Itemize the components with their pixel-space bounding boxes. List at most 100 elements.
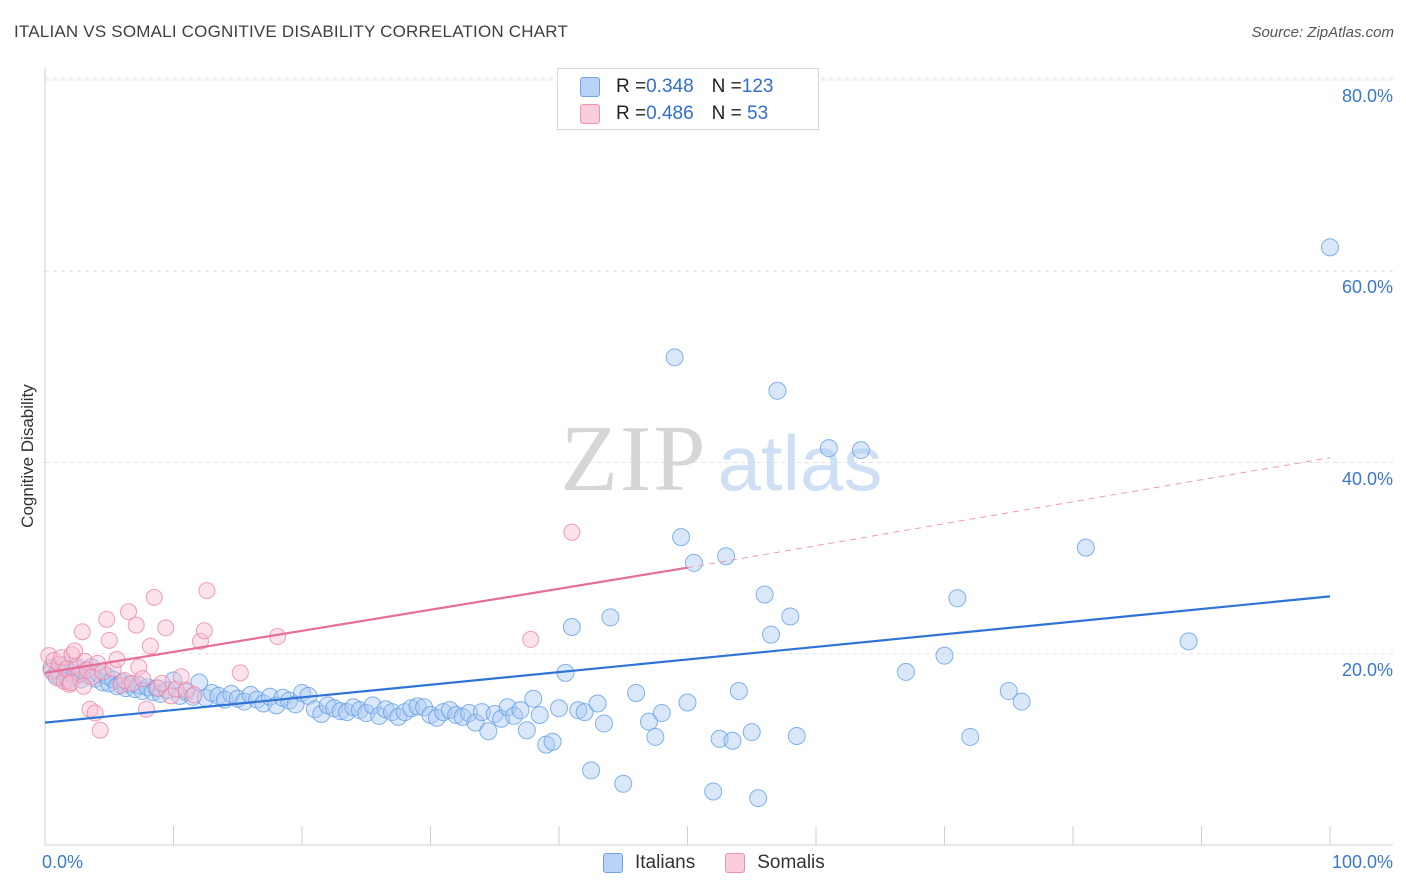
somali-point [84,668,102,686]
italian-point [652,704,671,723]
scatter-points [40,238,1339,808]
italian-point [601,608,620,627]
legend-row-italians: R = 0.348 N = 123 [580,74,773,100]
x-tick-label-max: 100.0% [1331,852,1393,872]
italian-point [851,441,870,460]
italian-point [582,761,601,780]
legend-label-somalis: Somalis [757,852,825,873]
italian-point [646,727,665,746]
italian-point [517,721,536,740]
italian-point [704,782,723,801]
watermark-zip: ZIP [561,407,708,511]
legend-r-label: R = [616,103,647,124]
somali-point [195,622,213,640]
axes [44,68,1393,846]
legend-item-italians[interactable]: Italians [603,852,695,874]
italian-point [762,625,781,644]
italian-point [466,713,485,732]
legend-n-value: 53 [741,103,769,124]
legend-item-somalis[interactable]: Somalis [725,852,825,874]
somali-point [141,637,159,655]
italian-point [678,693,697,712]
trend-lines [44,457,1331,724]
somali-point [62,673,80,691]
x-tick-label-min: 0.0% [42,852,84,872]
legend-n-value: 123 [741,76,774,97]
somali-point [198,582,216,600]
italian-point [896,662,915,681]
somali-point [100,631,118,649]
italian-point [639,712,658,731]
somali-point [91,721,109,739]
italian-point [614,774,633,793]
somali-point [130,658,148,676]
legend-r-label: R = [616,76,647,97]
italian-point [961,727,980,746]
italian-point [562,617,581,636]
italian-point [543,732,562,751]
italian-point [524,689,543,708]
italian-point [594,714,613,733]
y-tick-label: 60.0% [1341,277,1393,298]
italian-point [684,553,703,572]
italian-point [479,722,498,741]
somalis-trend-line [44,566,688,674]
italian-point [768,381,787,400]
somalis-trend-extension [687,457,1331,569]
watermark-atlas: atlas [718,419,883,507]
italian-point [787,726,806,745]
italian-point [755,585,774,604]
source-label: Source: ZipAtlas.com [1251,24,1394,41]
italian-point [717,547,736,566]
italian-point [1012,692,1031,711]
correlation-legend: R = 0.348 N = 123 R = 0.486 N = 53 [557,68,819,130]
somali-point [123,674,141,692]
legend-r-value: 0.486 [646,103,694,124]
italian-point [935,646,954,665]
legend-swatch-somalis [725,853,746,873]
italian-point [627,683,646,702]
italian-point [948,589,967,608]
grid-lines [45,77,1393,655]
italian-point [665,348,684,367]
legend-n-label: N = [711,76,742,97]
italian-point [672,528,691,547]
y-axis-label: Cognitive Disability [18,384,37,528]
italian-point [999,682,1018,701]
legend-r-value: 0.348 [646,76,694,97]
somali-point [73,623,91,641]
italian-point [511,701,530,720]
somali-point [231,664,249,682]
italian-point [415,698,434,717]
italian-point [550,699,568,718]
italian-point [723,731,742,750]
italian-point [749,789,768,808]
italian-point [1179,632,1198,651]
italian-point [530,705,549,724]
italian-point [1076,538,1095,557]
legend-row-somalis: R = 0.486 N = 53 [580,101,768,127]
somali-point [145,588,163,606]
italian-point [569,701,588,720]
y-tick-label: 20.0% [1341,659,1393,680]
somali-point [55,672,73,690]
italian-point [460,704,479,723]
legend-label-italians: Italians [635,852,696,873]
italian-point [575,703,594,722]
italian-point [819,439,838,458]
somali-point [134,670,152,688]
legend-swatch-italians [580,77,600,97]
italian-point [588,694,607,713]
watermark: ZIP atlas [561,407,883,511]
y-tick-label: 80.0% [1341,86,1393,106]
legend-n-label: N = [711,103,742,124]
italian-point [402,699,421,718]
somali-point [138,700,156,718]
somali-point [191,632,209,650]
italian-point [286,695,305,714]
italian-point [781,607,800,626]
somali-point [120,603,138,621]
somali-point [172,668,190,686]
italians-trend-line [44,595,1331,724]
